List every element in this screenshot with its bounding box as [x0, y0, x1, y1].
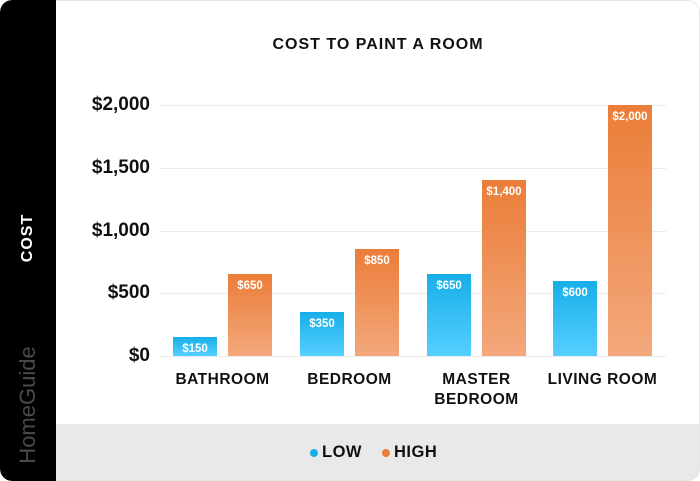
- bar-value-label: $150: [182, 343, 208, 356]
- bar-high-bedroom: $850: [355, 249, 399, 356]
- bar-high-master-bedroom: $1,400: [482, 180, 526, 356]
- x-tick-label: BEDROOM: [307, 371, 392, 388]
- gridline: [160, 356, 666, 357]
- legend-item-high: HIGH: [382, 443, 437, 462]
- bar-low-bathroom: $150: [173, 337, 217, 356]
- bar-value-label: $2,000: [612, 111, 648, 123]
- bar-low-bedroom: $350: [300, 312, 344, 356]
- bar-value-label: $850: [364, 255, 390, 268]
- bar-value-label: $600: [562, 286, 588, 299]
- legend-label: LOW: [322, 443, 362, 461]
- y-tick-label: $1,000: [91, 219, 150, 241]
- chart-title: COST TO PAINT A ROOM: [272, 36, 484, 53]
- plot-area: $0 $500 $1,000 $1,500 $2,000 $150 $650 $350 $850…: [92, 94, 666, 366]
- sidebar: COST HomeGuide: [0, 0, 56, 481]
- brand-watermark: HomeGuide: [15, 346, 40, 464]
- gridline: [160, 105, 666, 106]
- y-tick-label: $2,000: [91, 94, 150, 115]
- bar-high-bathroom: $650: [228, 274, 272, 356]
- bar-high-living-room: $2,000: [608, 105, 652, 356]
- legend-item-low: LOW: [310, 443, 362, 462]
- x-tick-label: BATHROOM: [175, 371, 270, 388]
- y-tick-label: $0: [128, 345, 150, 366]
- bar-low-living-room: $600: [553, 280, 597, 356]
- legend-dot-icon: [382, 448, 390, 457]
- gridline: [160, 167, 666, 169]
- bar-low-master-bedroom: $650: [427, 274, 471, 356]
- gridline: [160, 293, 666, 295]
- bar-value-label: $650: [436, 280, 462, 293]
- x-tick-label: LIVING ROOM: [547, 371, 658, 388]
- legend-band: [56, 424, 700, 481]
- y-axis-label: COST: [19, 213, 36, 263]
- legend-dot-icon: [310, 448, 318, 457]
- y-tick-label: $500: [107, 282, 150, 304]
- gridline: [160, 230, 666, 232]
- x-tick-label: MASTER BEDROOM: [434, 371, 519, 408]
- y-tick-label: $1,500: [91, 156, 150, 178]
- bar-value-label: $350: [309, 318, 335, 331]
- bar-value-label: $1,400: [486, 186, 522, 199]
- bar-value-label: $650: [237, 280, 263, 293]
- legend: LOW HIGH: [310, 443, 437, 462]
- legend-label: HIGH: [394, 443, 438, 461]
